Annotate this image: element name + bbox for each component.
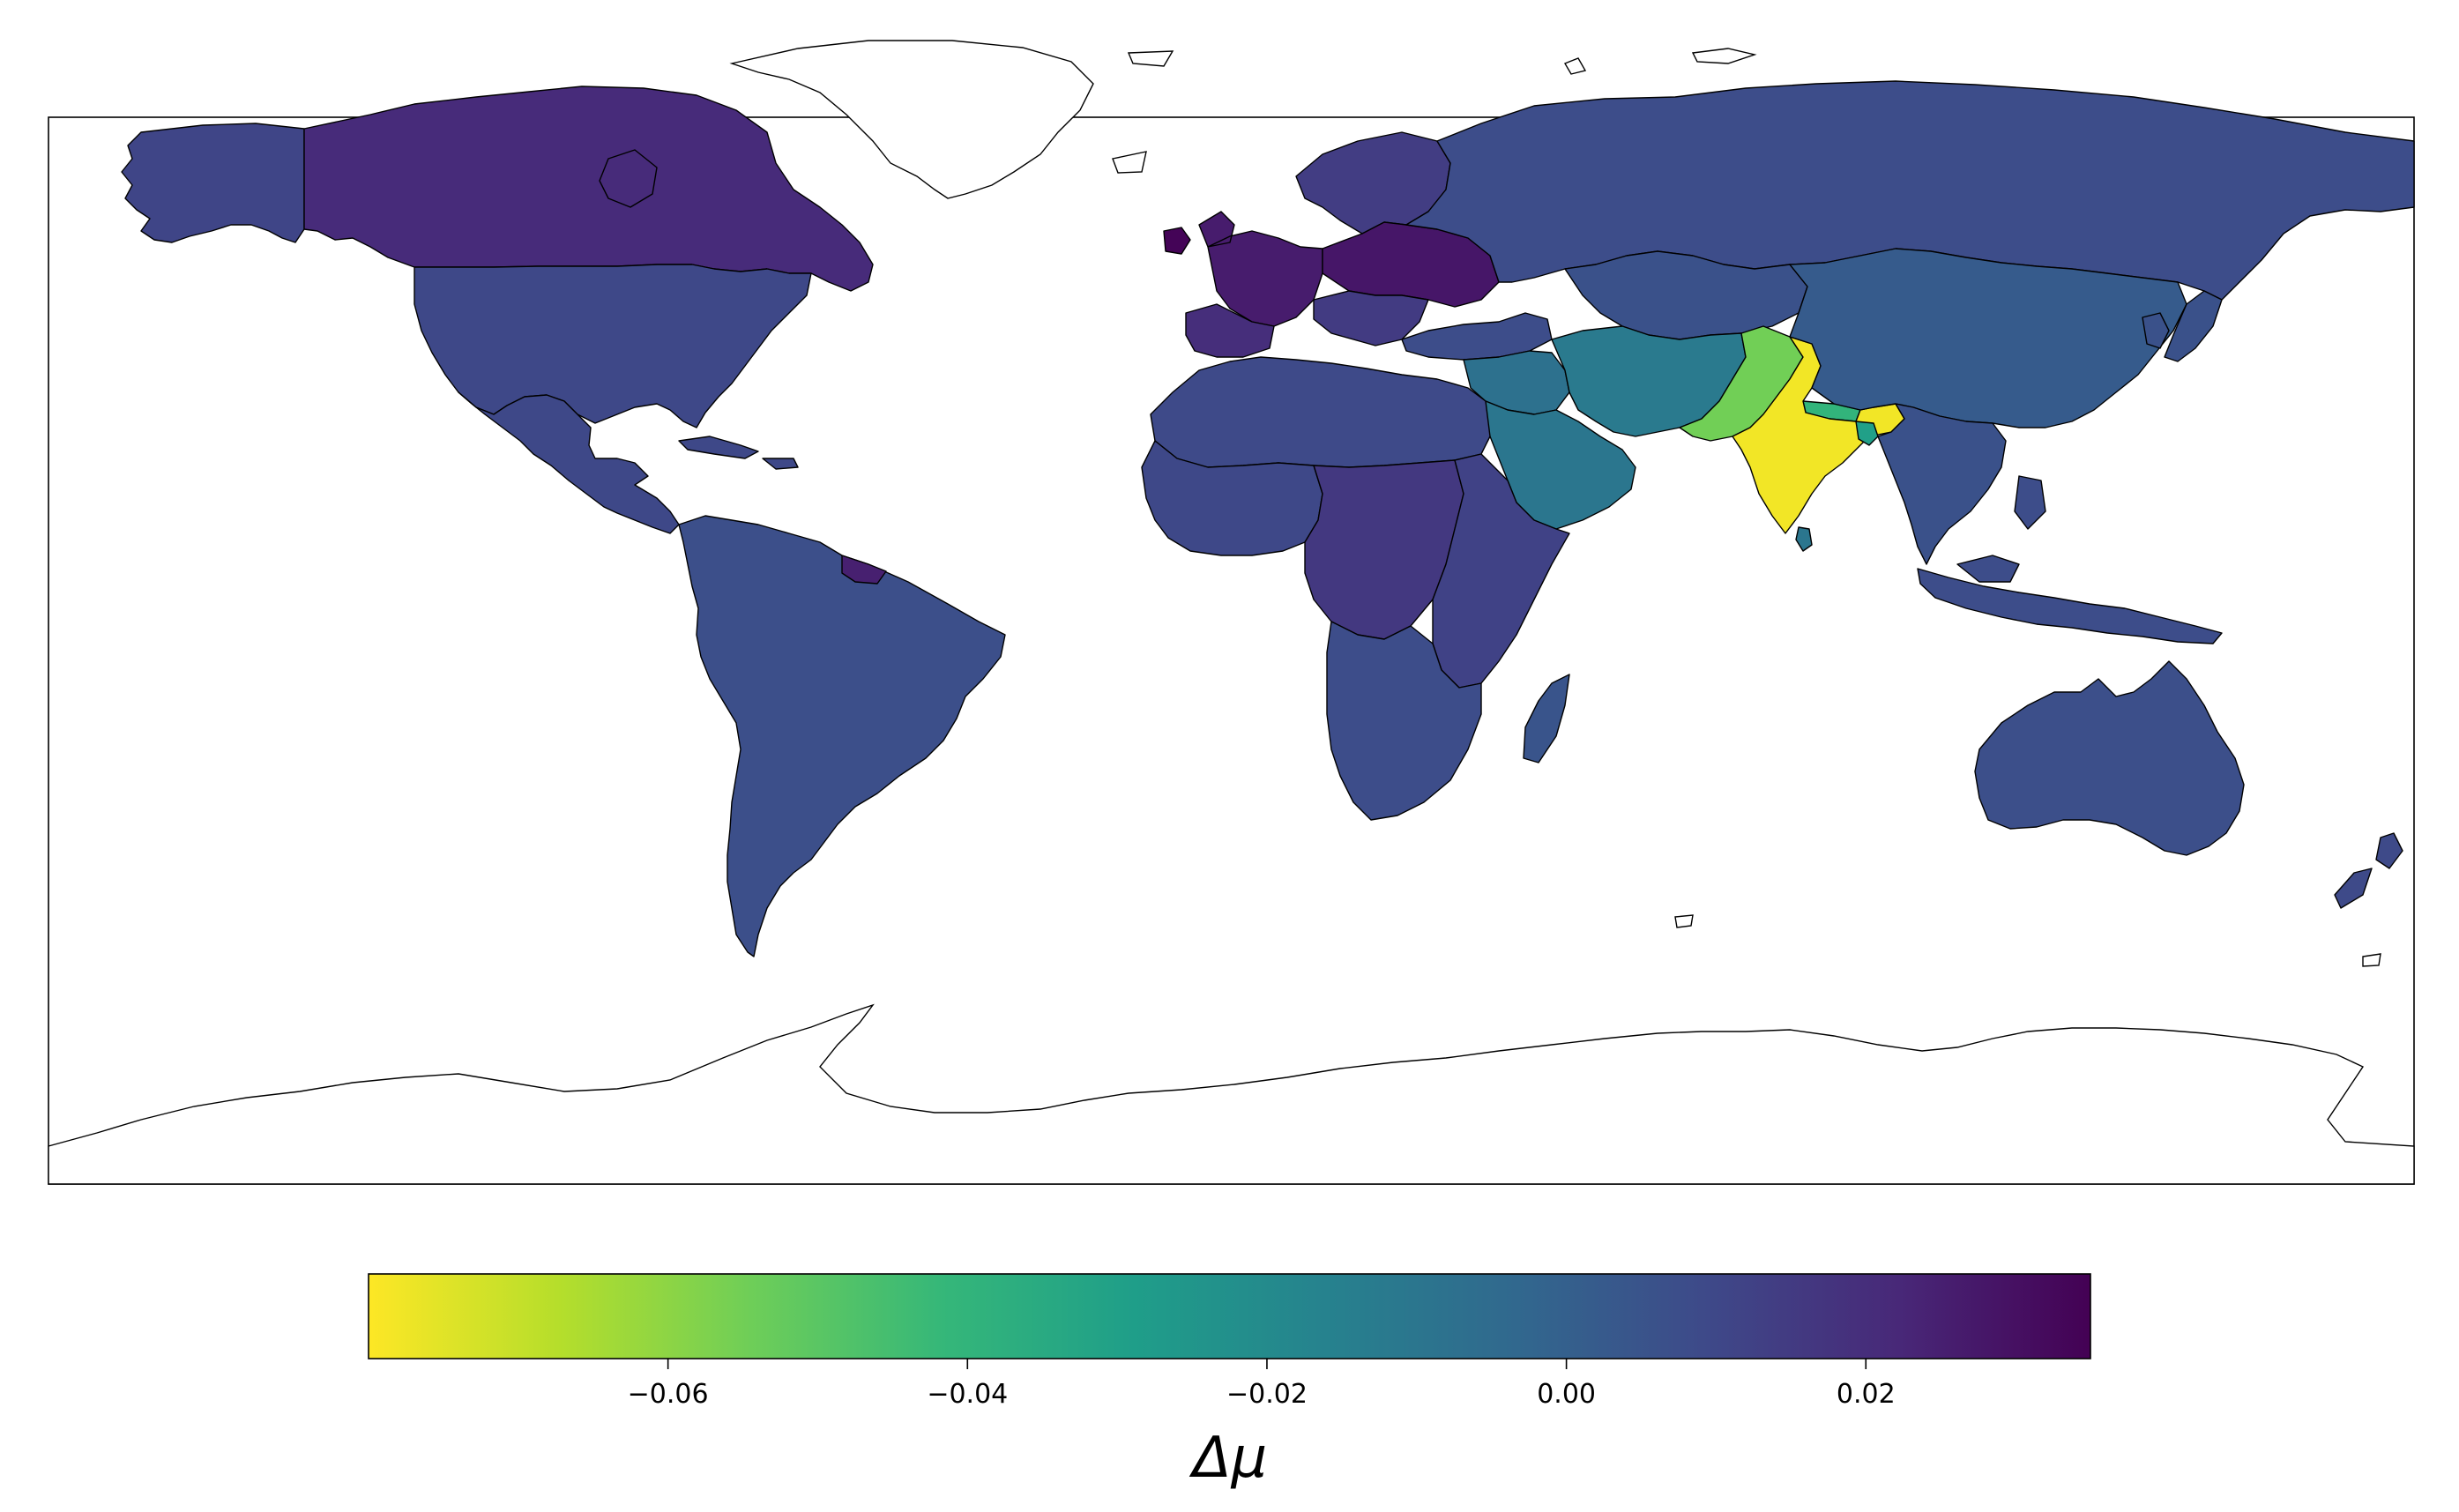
- country-mexico-central-america: [458, 391, 680, 534]
- country-korea-japan: [2142, 290, 2223, 362]
- country-balkans: [1313, 290, 1429, 346]
- country-west-africa: [1141, 440, 1323, 556]
- country-india: [1732, 336, 1905, 534]
- colorbar-tick-label: −0.06: [628, 1379, 709, 1410]
- country-iberia: [1185, 303, 1275, 358]
- country-arabia: [1480, 400, 1636, 530]
- country-north-africa: [1150, 356, 1491, 468]
- colorbar-ticks: −0.06 −0.04 −0.02 0.00 0.02: [628, 1359, 1896, 1410]
- country-south-america: [678, 515, 1006, 957]
- country-ireland: [1163, 227, 1191, 255]
- country-east-africa: [1432, 453, 1570, 689]
- small-islands: [1112, 48, 2381, 967]
- country-madagascar: [1523, 674, 1570, 763]
- country-indonesia-philippines: [1917, 475, 2223, 644]
- country-antarctica: [48, 1003, 2415, 1185]
- country-bangladesh: [1855, 421, 1879, 446]
- country-sri-lanka: [1795, 526, 1813, 552]
- colorbar-label: Δμ: [1189, 1426, 1268, 1491]
- country-canada: [303, 86, 874, 292]
- colorbar-tick-label: −0.02: [1226, 1379, 1308, 1410]
- country-new-zealand: [2334, 832, 2403, 909]
- colorbar-gradient: [368, 1273, 2091, 1359]
- colorbar-tick-label: −0.04: [927, 1379, 1008, 1410]
- country-guiana: [841, 555, 887, 585]
- country-alaska: [121, 123, 305, 243]
- country-china-mongolia: [1789, 248, 2187, 428]
- country-usa: [414, 264, 812, 428]
- country-caribbean: [678, 436, 799, 470]
- colorbar: −0.06 −0.04 −0.02 0.00 0.02 Δμ: [368, 1273, 2091, 1491]
- colorbar-tick-label: 0.00: [1537, 1379, 1596, 1410]
- colorbar-tick-label: 0.02: [1837, 1379, 1896, 1410]
- country-southern-africa: [1326, 621, 1482, 821]
- country-australia: [1974, 660, 2245, 856]
- country-greenland: [729, 40, 1094, 199]
- countries-layer: [48, 40, 2415, 1185]
- country-southeast-asia: [1877, 403, 2007, 565]
